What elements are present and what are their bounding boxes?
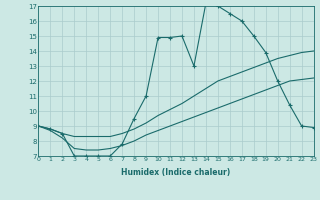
X-axis label: Humidex (Indice chaleur): Humidex (Indice chaleur) <box>121 168 231 177</box>
